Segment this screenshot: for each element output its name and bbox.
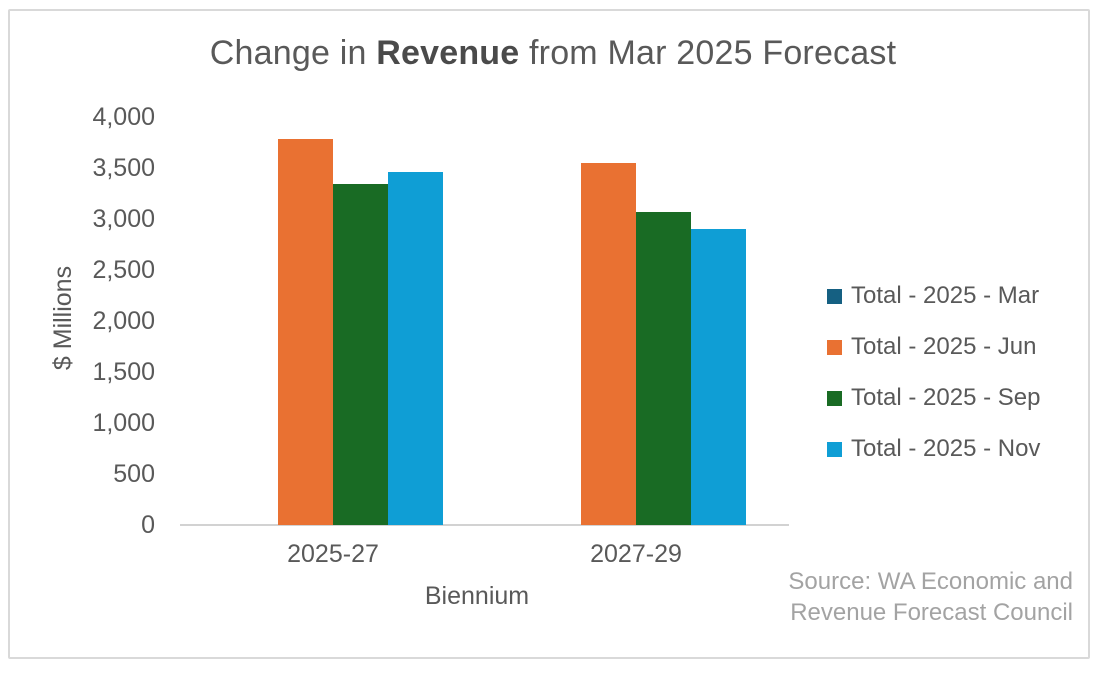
legend-swatch bbox=[827, 288, 842, 304]
source-note-line1: Source: WA Economic and bbox=[788, 568, 1073, 595]
bar bbox=[581, 162, 636, 525]
legend-label: Total - 2025 - Sep bbox=[851, 384, 1041, 411]
bar bbox=[691, 229, 746, 525]
source-note: Source: WA Economic and Revenue Forecast… bbox=[788, 566, 1073, 628]
y-tick-label: 3,000 bbox=[92, 205, 155, 233]
y-tick-label: 1,500 bbox=[92, 358, 155, 386]
legend-item: Total - 2025 - Jun bbox=[827, 333, 1037, 360]
chart-title-bold: Revenue bbox=[376, 34, 520, 72]
legend-swatch bbox=[827, 339, 842, 355]
legend-item: Total - 2025 - Nov bbox=[827, 435, 1041, 462]
chart-title: Change in Revenue from Mar 2025 Forecast bbox=[0, 34, 1106, 73]
legend-swatch bbox=[827, 390, 842, 406]
y-tick-label: 3,500 bbox=[92, 154, 155, 182]
bar bbox=[278, 139, 333, 525]
legend-label: Total - 2025 - Mar bbox=[851, 282, 1040, 309]
bar bbox=[636, 211, 691, 525]
x-tick-label: 2027-29 bbox=[590, 540, 682, 568]
bar bbox=[333, 184, 388, 525]
chart-title-suffix: from Mar 2025 Forecast bbox=[519, 34, 897, 72]
legend-item: Total - 2025 - Mar bbox=[827, 282, 1040, 309]
legend-item: Total - 2025 - Sep bbox=[827, 384, 1041, 411]
chart-frame bbox=[8, 9, 1090, 659]
x-axis-line bbox=[180, 524, 789, 526]
legend-label: Total - 2025 - Jun bbox=[851, 333, 1037, 360]
y-tick-label: 1,000 bbox=[92, 409, 155, 437]
legend-label: Total - 2025 - Nov bbox=[851, 435, 1041, 462]
y-tick-label: 0 bbox=[141, 511, 155, 539]
y-tick-label: 2,500 bbox=[92, 256, 155, 284]
source-note-line2: Revenue Forecast Council bbox=[790, 599, 1073, 626]
y-tick-label: 500 bbox=[113, 460, 155, 488]
bar bbox=[388, 172, 443, 525]
chart-title-prefix: Change in bbox=[209, 34, 377, 72]
x-axis-title: Biennium bbox=[424, 582, 530, 610]
x-tick-label: 2025-27 bbox=[287, 540, 379, 568]
y-tick-label: 4,000 bbox=[92, 103, 155, 131]
legend-swatch bbox=[827, 441, 842, 457]
y-tick-label: 2,000 bbox=[92, 307, 155, 335]
